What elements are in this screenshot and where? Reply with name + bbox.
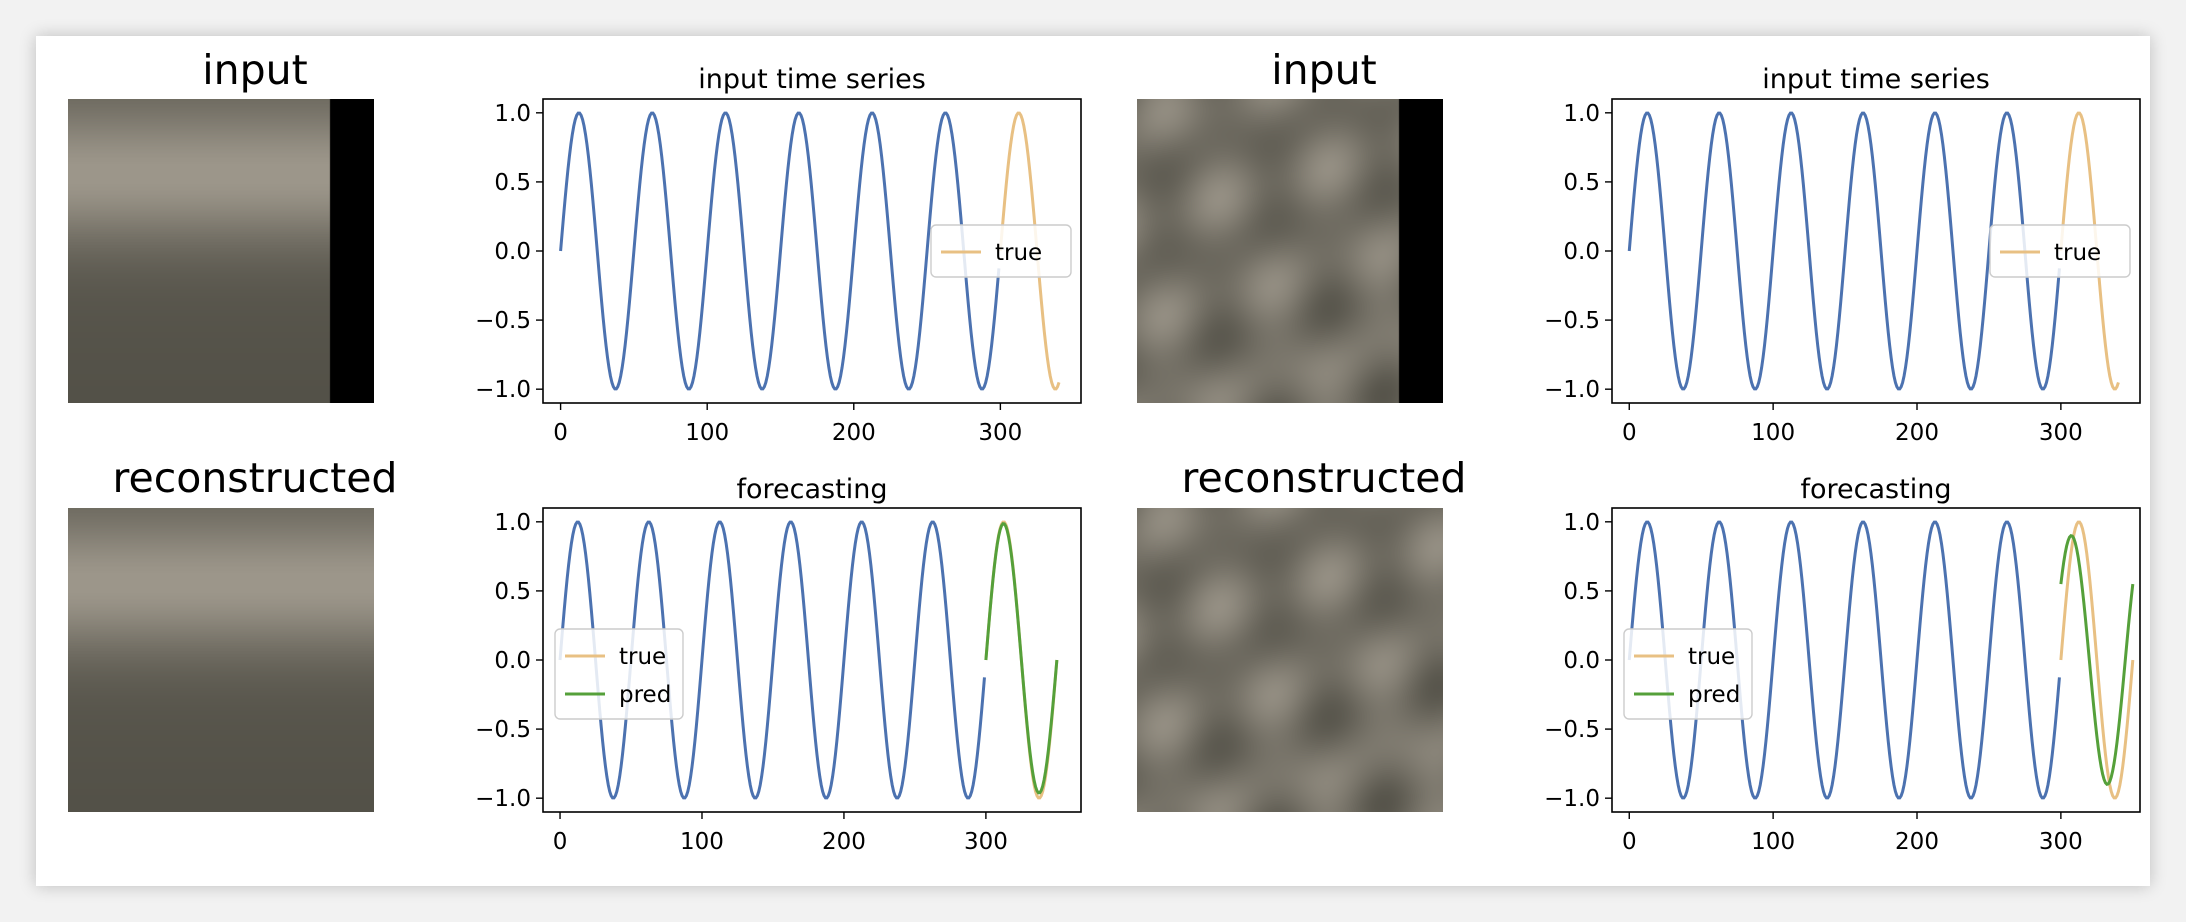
x-tick-label: 200 — [822, 829, 866, 855]
x-tick-label: 100 — [1751, 420, 1795, 446]
reconstructed-image-title-right: reconstructed — [1181, 454, 1467, 502]
x-tick-label: 300 — [978, 420, 1022, 446]
y-tick-label: −0.5 — [475, 717, 531, 743]
input-time-series-plot-right: input time series 1.0 0.5 0.0 −0.5 −1.0 0 100 20… — [1544, 64, 2141, 446]
x-tick-label: 100 — [680, 829, 724, 855]
x-tick-label: 200 — [1895, 829, 1939, 855]
y-tick-label: 0.5 — [1563, 579, 1600, 605]
reconstructed-image-title-left: reconstructed — [112, 454, 398, 502]
reconstructed-image-right — [1137, 508, 1443, 812]
y-tick-label: −0.5 — [1544, 308, 1600, 334]
x-tick-label: 0 — [553, 420, 568, 446]
x-tick-label: 0 — [553, 829, 568, 855]
true-line — [998, 111, 1061, 391]
y-tick-label: 1.0 — [1563, 101, 1600, 127]
y-tick-label: 0.5 — [494, 579, 531, 605]
y-tick-label: −0.5 — [1544, 717, 1600, 743]
x-tick-label: 0 — [1622, 829, 1637, 855]
true-line — [2059, 111, 2120, 391]
plot-title: input time series — [1762, 64, 1990, 95]
history-line — [1627, 111, 2061, 391]
input-image-right — [1137, 99, 1443, 403]
x-tick-label: 300 — [2039, 420, 2083, 446]
x-tick-label: 0 — [1622, 420, 1637, 446]
y-tick-label: 0.0 — [494, 239, 531, 265]
figure-card: input reconstructed input reconstructed … — [36, 36, 2150, 886]
x-tick-label: 200 — [1895, 420, 1939, 446]
history-line — [559, 111, 1001, 391]
legend-label-true: true — [619, 644, 666, 670]
plot-title: forecasting — [737, 474, 888, 505]
plot-title: input time series — [698, 64, 926, 95]
legend-label-true: true — [2054, 240, 2101, 266]
y-tick-label: 1.0 — [1563, 510, 1600, 536]
input-image-title-left: input — [202, 46, 308, 94]
x-tick-label: 200 — [832, 420, 876, 446]
y-tick-label: −1.0 — [1544, 377, 1600, 403]
x-tick-label: 100 — [1751, 829, 1795, 855]
y-tick-label: −0.5 — [475, 308, 531, 334]
legend-box — [554, 628, 684, 720]
input-image-title-right: input — [1271, 46, 1377, 94]
y-tick-label: 1.0 — [494, 510, 531, 536]
x-tick-label: 300 — [964, 829, 1008, 855]
legend-label-pred: pred — [619, 682, 671, 708]
y-tick-label: 0.5 — [1563, 170, 1600, 196]
y-tick-label: 0.0 — [1563, 648, 1600, 674]
legend-box — [930, 224, 1072, 278]
y-tick-label: −1.0 — [475, 786, 531, 812]
y-tick-label: −1.0 — [1544, 786, 1600, 812]
legend-label-pred: pred — [1688, 682, 1740, 708]
y-tick-label: 0.0 — [1563, 239, 1600, 265]
legend-label-true: true — [1688, 644, 1735, 670]
legend-box — [1623, 628, 1753, 720]
legend-box — [1989, 224, 2131, 278]
true-line — [2059, 520, 2135, 800]
y-tick-label: 1.0 — [494, 101, 531, 127]
plot-title: forecasting — [1801, 474, 1952, 505]
x-tick-label: 100 — [685, 420, 729, 446]
input-image-left — [68, 99, 374, 403]
forecasting-plot-left: forecasting 1.0 0.5 0.0 −0.5 −1.0 0 100 200 300 tr… — [475, 474, 1082, 855]
pred-line — [2059, 534, 2135, 786]
pred-line — [984, 522, 1059, 795]
y-tick-label: 0.5 — [494, 170, 531, 196]
forecasting-plot-right: forecasting 1.0 0.5 0.0 −0.5 −1.0 0 100 200 300 tr… — [1544, 474, 2141, 855]
y-tick-label: −1.0 — [475, 377, 531, 403]
legend-label-true: true — [995, 240, 1042, 266]
reconstructed-image-left — [68, 508, 374, 812]
x-tick-label: 300 — [2039, 829, 2083, 855]
input-time-series-plot-left: input time series 1.0 0.5 0.0 −0.5 −1.0 0 100 20… — [475, 64, 1082, 446]
y-tick-label: 0.0 — [494, 648, 531, 674]
